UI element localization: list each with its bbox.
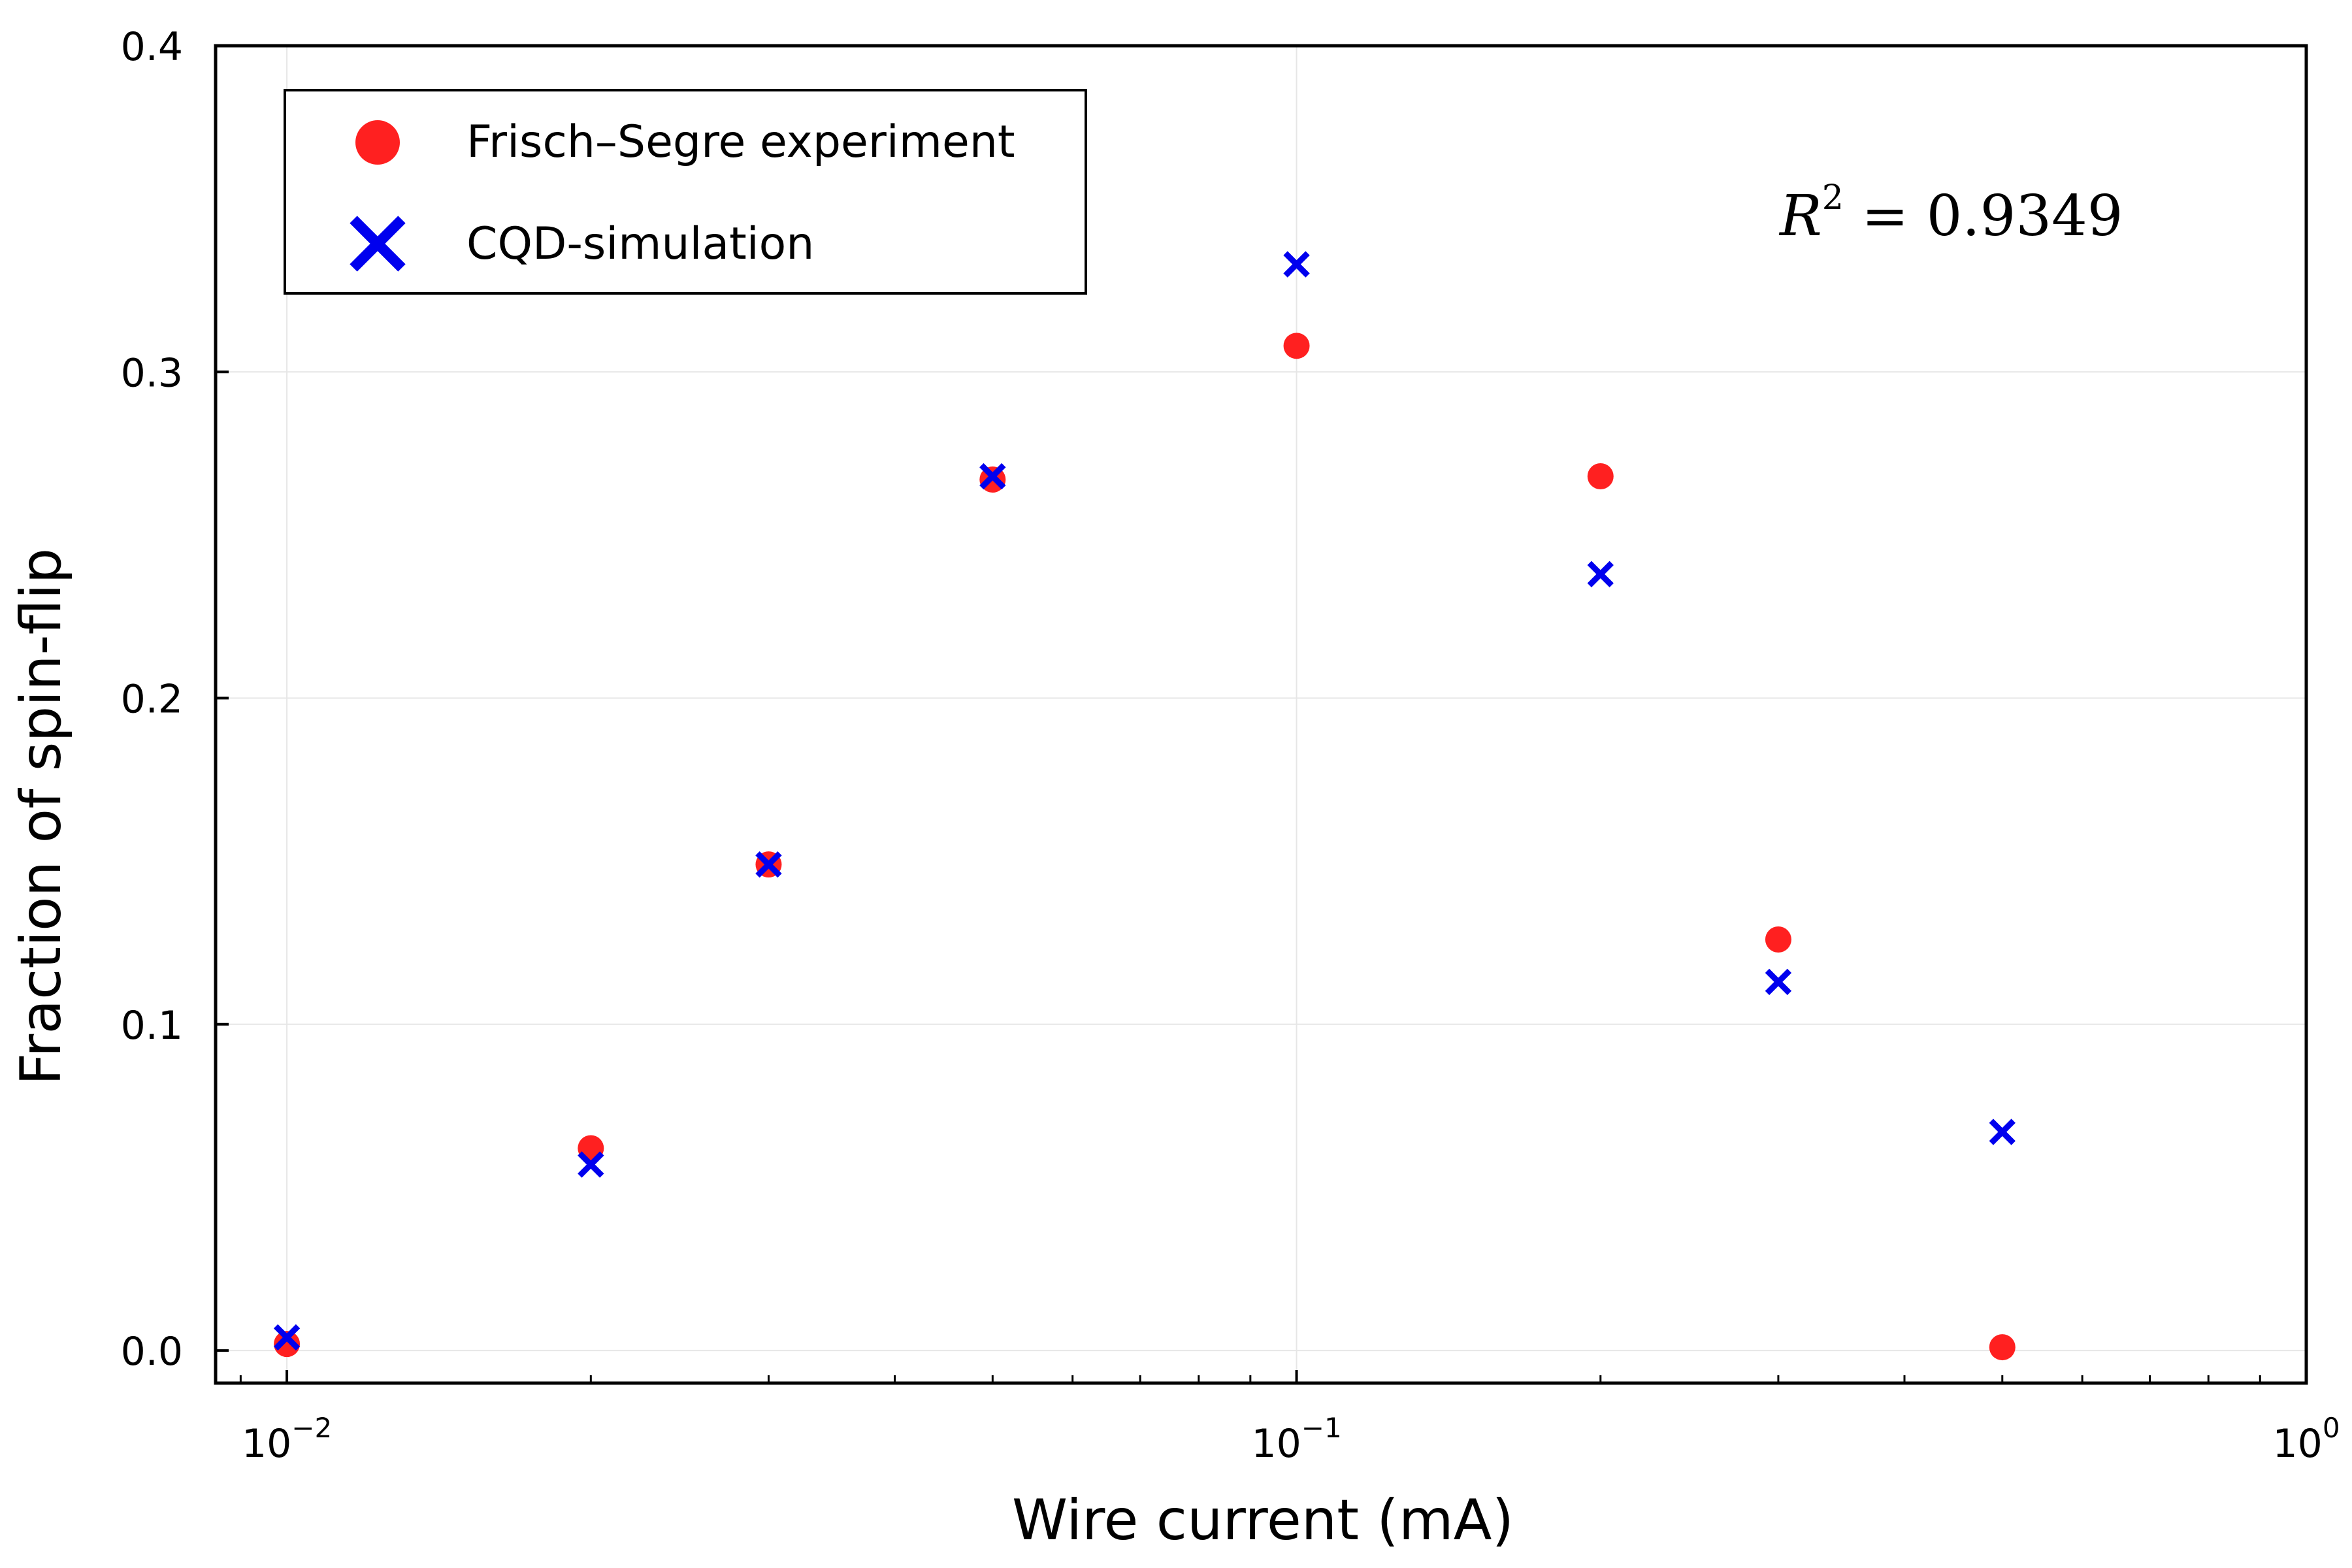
simulation-point-stroke <box>1587 561 1614 587</box>
experiment-point <box>1283 333 1310 359</box>
r-squared-annotation: R2 = 0.9349 <box>1778 178 2123 249</box>
experiment-point <box>1765 926 1791 953</box>
legend-box <box>284 89 1087 295</box>
simulation-point-stroke <box>578 1151 604 1178</box>
plot-frame <box>214 44 2308 1385</box>
simulation-point <box>273 1324 301 1351</box>
legend-circle-marker <box>355 120 400 165</box>
simulation-point-stroke <box>1283 251 1310 278</box>
y-tick-label: 0.4 <box>121 24 183 70</box>
simulation-point-stroke <box>1765 968 1792 996</box>
simulation-point-stroke <box>273 1324 301 1351</box>
y-tick-label: 0.0 <box>121 1329 183 1375</box>
simulation-point <box>1587 561 1614 587</box>
legend-label-simulation: CQD-simulation <box>466 218 814 270</box>
legend-x-marker <box>350 216 406 272</box>
x-axis-label: Wire current (mA) <box>1012 1488 1514 1553</box>
simulation-point <box>1989 1119 2016 1145</box>
legend-label-experiment: Frisch–Segre experiment <box>466 116 1015 168</box>
x-tick-label: 100 <box>2272 1412 2340 1467</box>
experiment-point <box>1989 1334 2016 1361</box>
y-tick-label: 0.1 <box>121 1003 183 1049</box>
simulation-point <box>1765 968 1792 996</box>
x-tick-label: 10−2 <box>242 1412 332 1467</box>
simulation-point <box>1283 251 1310 278</box>
experiment-point <box>1587 463 1614 490</box>
y-tick-label: 0.2 <box>121 677 183 723</box>
y-tick-label: 0.3 <box>121 350 183 396</box>
legend: Frisch–Segre experiment CQD-simulation <box>284 89 1087 295</box>
simulation-point-stroke <box>1989 1119 2016 1145</box>
simulation-series <box>273 251 2016 1351</box>
x-tick-label: 10−1 <box>1251 1412 1341 1467</box>
data-points <box>273 251 2016 1361</box>
simulation-point <box>979 463 1006 490</box>
y-axis-label: Fraction of spin-flip <box>8 548 74 1085</box>
simulation-point-stroke <box>755 851 782 878</box>
axes: 10−2 10−1 100 0.0 0.1 0.2 0.3 0.4 <box>121 24 2340 1467</box>
simulation-point-stroke <box>979 463 1006 490</box>
simulation-point <box>578 1151 604 1178</box>
experiment-point <box>274 1331 301 1358</box>
simulation-point <box>755 851 782 878</box>
